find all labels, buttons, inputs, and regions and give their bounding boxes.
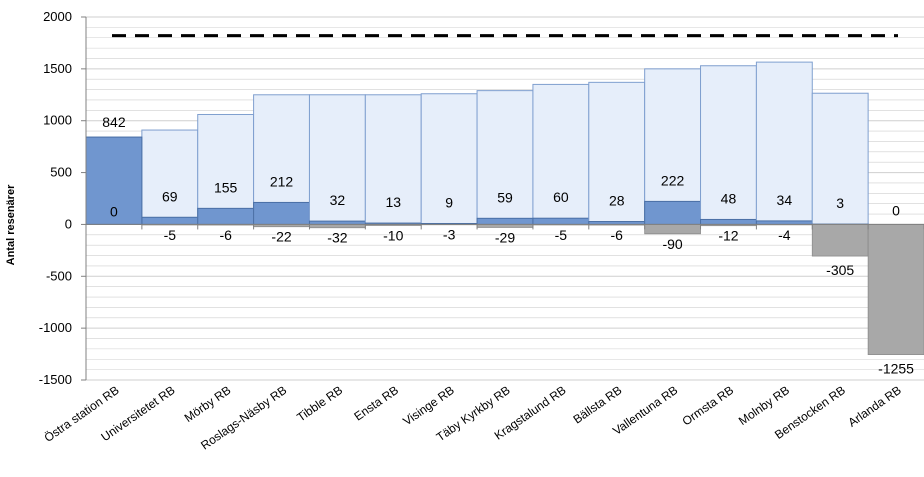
data-label-alighting: -5 <box>555 227 568 243</box>
boarding-bar <box>644 200 702 225</box>
data-label-alighting: -29 <box>495 229 515 245</box>
boarding-bar <box>532 217 590 225</box>
cumulative-bar <box>588 81 646 225</box>
alighting-bar <box>867 224 924 355</box>
y-tick-label: -500 <box>46 268 72 283</box>
data-label-alighting: -6 <box>611 227 624 243</box>
data-label-boarding: 34 <box>777 192 793 208</box>
category-label: Ormsta RB <box>680 383 737 429</box>
y-axis-label: Antal resenärer <box>5 184 17 265</box>
data-label-boarding: 48 <box>721 190 737 206</box>
data-label-alighting: -22 <box>271 229 291 245</box>
y-tick-label: 1500 <box>43 61 72 76</box>
y-tick-label: -1500 <box>39 372 72 387</box>
data-label-alighting: -32 <box>327 230 347 246</box>
data-label-boarding: 32 <box>330 192 346 208</box>
data-label-boarding: 60 <box>553 189 569 205</box>
data-label-alighting: -6 <box>219 227 232 243</box>
cumulative-bar <box>644 68 702 225</box>
data-label-alighting: 0 <box>110 203 118 219</box>
cumulative-bar <box>141 129 199 225</box>
category-label: Arlanda RB <box>845 383 903 430</box>
data-label-alighting: -12 <box>718 228 738 244</box>
data-label-boarding: 13 <box>385 194 401 210</box>
bars <box>85 34 924 355</box>
data-label-alighting: -1255 <box>878 361 914 377</box>
data-label-boarding: 222 <box>661 172 685 188</box>
data-label-alighting: -4 <box>778 227 791 243</box>
boarding-bar <box>141 216 199 225</box>
cumulative-bar <box>197 113 255 225</box>
data-labels: 842 0 69 -5 155 -6 212 -22 32 -32 13 -10 9 -3 59 -29 60 -… <box>102 114 914 376</box>
data-label-boarding: 9 <box>445 194 453 210</box>
category-label: Tibble RB <box>294 383 345 424</box>
category-label: Bällsta RB <box>571 383 625 427</box>
boarding-bar <box>197 207 255 225</box>
cumulative-bar <box>420 93 478 225</box>
y-tick-label: 1000 <box>43 113 72 128</box>
data-label-boarding: 28 <box>609 193 625 209</box>
data-label-boarding: 69 <box>162 188 178 204</box>
category-label: Mörby RB <box>182 383 234 425</box>
data-label-boarding: 842 <box>102 114 126 130</box>
cumulative-bar <box>476 90 534 225</box>
y-tick-label: -1000 <box>39 320 72 335</box>
boarding-bar <box>253 201 310 225</box>
category-label: Ensta RB <box>351 383 401 424</box>
data-label-boarding: 212 <box>270 173 294 189</box>
data-label-alighting: -3 <box>443 227 456 243</box>
alighting-bar <box>811 224 869 257</box>
data-label-boarding: 59 <box>497 189 513 205</box>
y-tick-label: 500 <box>50 165 72 180</box>
y-tick-label: 2000 <box>43 9 72 24</box>
data-label-boarding: 155 <box>214 179 238 195</box>
cumulative-bar <box>364 94 422 225</box>
data-label-alighting: -5 <box>164 227 177 243</box>
boarding-bar <box>85 136 143 225</box>
data-label-alighting: -10 <box>383 227 403 243</box>
data-label-boarding: 3 <box>836 195 844 211</box>
data-label-alighting: -90 <box>662 236 682 252</box>
cumulative-bar <box>532 83 590 225</box>
cumulative-bar <box>700 65 757 225</box>
cumulative-bar <box>755 61 813 225</box>
y-tick-label: 0 <box>65 216 72 231</box>
data-label-boarding: 0 <box>892 202 900 218</box>
boarding-bar <box>700 218 757 225</box>
alighting-bar <box>644 224 701 235</box>
boarding-bar <box>755 220 813 225</box>
boarding-bar <box>476 217 534 225</box>
data-label-alighting: -305 <box>826 262 854 278</box>
